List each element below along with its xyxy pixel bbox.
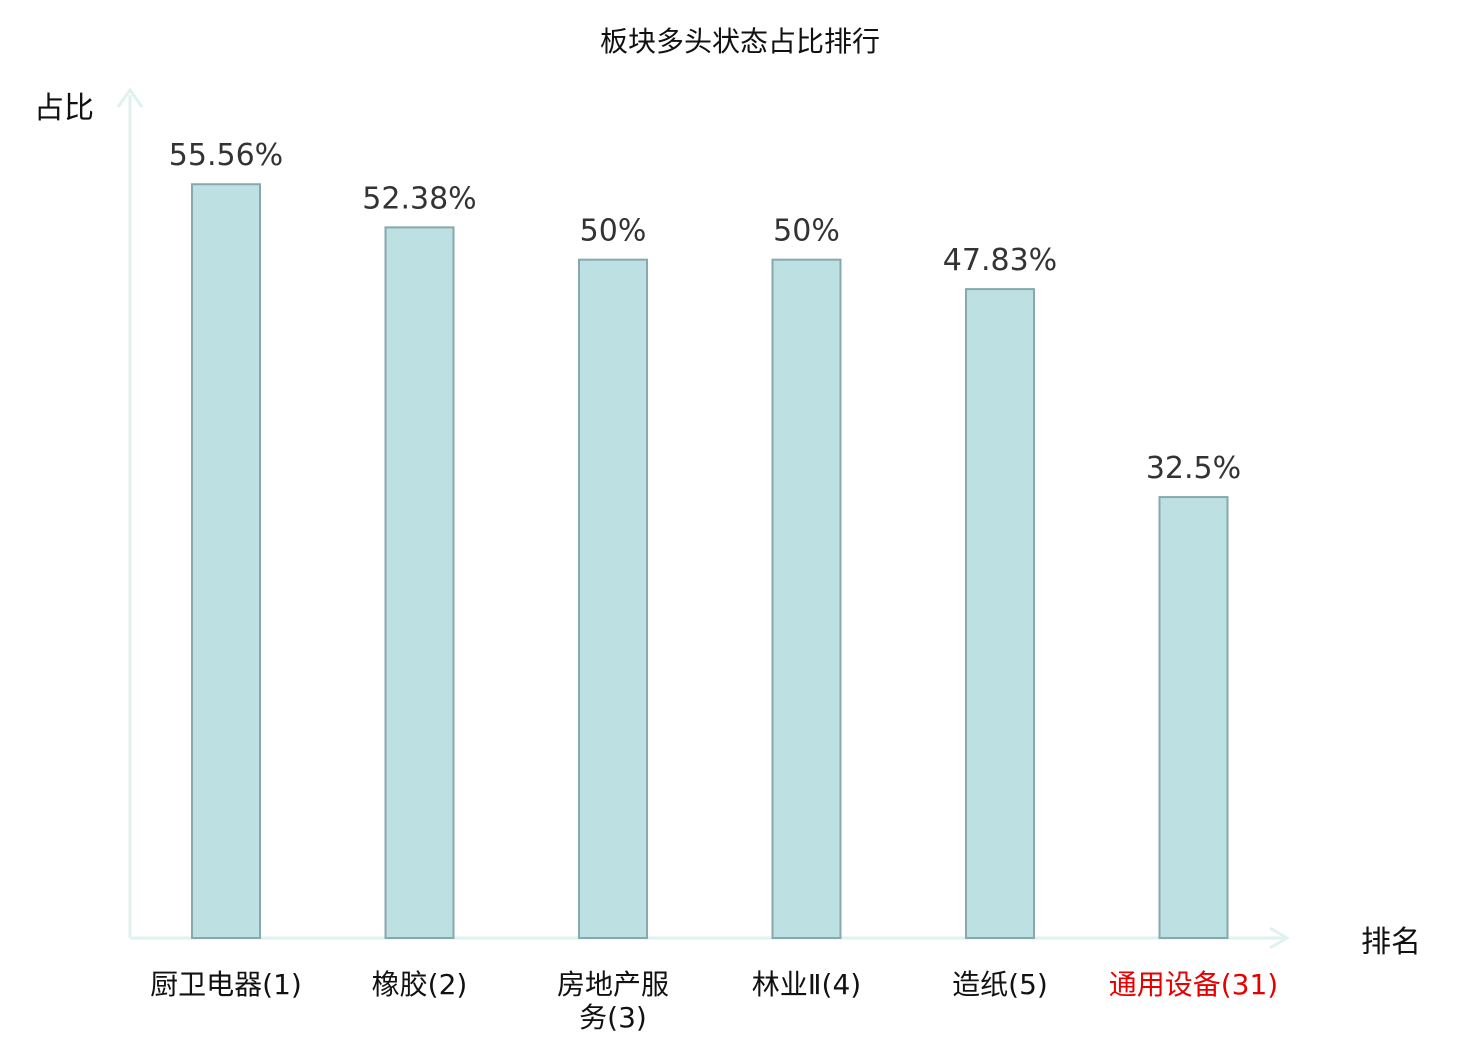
y-axis-arrow-icon: [116, 87, 144, 108]
bar-1: [191, 183, 261, 939]
value-label-6: 32.5%: [1146, 451, 1241, 486]
category-label-3: 房地产服务(3): [557, 968, 669, 1034]
bar-6: [1158, 496, 1229, 939]
x-axis-title: 排名: [1361, 925, 1421, 960]
y-axis-title: 占比: [34, 91, 94, 126]
value-label-5: 47.83%: [943, 243, 1057, 278]
value-label-3: 50%: [580, 214, 647, 249]
category-labels-group: 厨卫电器(1) 橡胶(2) 房地产服务(3) 林业Ⅱ(4) 造纸(5) 通用设备(31): [150, 968, 1278, 1034]
category-label-5: 造纸(5): [952, 968, 1048, 1001]
bar-4: [771, 258, 842, 939]
value-labels-group: 55.56% 52.38% 50% 50% 47.83% 32.5%: [169, 138, 1241, 486]
chart-title: 板块多头状态占比排行: [600, 25, 880, 58]
x-axis-arrow-icon: [1269, 926, 1290, 950]
value-label-4: 50%: [773, 214, 840, 249]
value-label-1: 55.56%: [169, 138, 283, 173]
value-label-2: 52.38%: [362, 181, 476, 216]
bar-2: [384, 226, 455, 940]
bars-group: [191, 183, 1229, 940]
bar-3: [578, 258, 648, 939]
category-label-1: 厨卫电器(1): [150, 968, 302, 1001]
bar-5: [965, 288, 1035, 939]
category-label-6: 通用设备(31): [1109, 968, 1278, 1001]
category-label-2: 橡胶(2): [372, 968, 468, 1001]
category-label-4: 林业Ⅱ(4): [752, 968, 861, 1001]
